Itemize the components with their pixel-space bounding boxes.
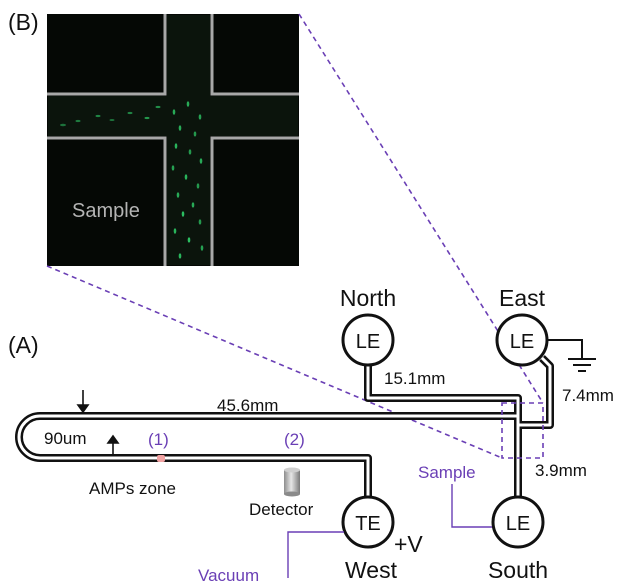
reservoir-east-name: East (499, 285, 546, 311)
sample-label: Sample (418, 463, 476, 482)
channel-walls (47, 14, 299, 266)
up-arrow-icon (106, 434, 120, 444)
width-arrows (76, 390, 120, 455)
voltage-label: +V (394, 531, 423, 557)
reservoir-south-code: LE (506, 513, 530, 535)
reservoir-east: LE East (495, 285, 549, 367)
ground-icon (546, 339, 596, 372)
reservoir-north-ring (341, 313, 395, 367)
zone-1-index: (1) (148, 430, 169, 449)
reservoir-north-name: North (340, 285, 396, 311)
panel-a-label: (A) (8, 332, 39, 358)
reservoir-north-code: LE (356, 331, 380, 353)
reservoir-west-name: West (345, 557, 398, 583)
main-channel-length: 45.6mm (217, 396, 278, 415)
vertical-channel-fill (167, 15, 210, 265)
amps-zone-marker (157, 455, 165, 462)
vacuum-leader-line (287, 531, 344, 578)
down-arrow-icon (76, 404, 90, 414)
east-channel-length: 7.4mm (562, 386, 614, 405)
amps-zone-label: AMPs zone (89, 479, 176, 498)
reservoir-east-code: LE (510, 331, 534, 353)
reservoir-west-code: TE (355, 513, 381, 535)
reservoir-north: LE North (340, 285, 396, 367)
sample-leader-line (451, 484, 492, 528)
reservoir-south: LE South (488, 495, 548, 583)
channel-network (15, 353, 554, 510)
vacuum-label: Vacuum (198, 566, 259, 585)
reservoir-south-ring (491, 495, 545, 549)
panel-b-label: (B) (8, 9, 39, 35)
zone-2-index: (2) (284, 430, 305, 449)
channel-width-label: 90um (44, 429, 87, 448)
panel-b: (B) (8, 9, 299, 266)
reservoir-west: TE West +V (341, 495, 423, 583)
north-channel-length: 15.1mm (384, 369, 445, 388)
reservoir-south-name: South (488, 557, 548, 583)
panel-a: (A) LE North LE East (8, 285, 614, 585)
fluorescent-particles (60, 101, 204, 259)
detector-icon (284, 467, 300, 497)
junction-zoom-box (501, 402, 544, 459)
micrograph-sample-label: Sample (72, 200, 140, 222)
reservoir-west-ring (341, 495, 395, 549)
detector-label: Detector (249, 500, 314, 519)
south-channel-length: 3.9mm (535, 461, 587, 480)
